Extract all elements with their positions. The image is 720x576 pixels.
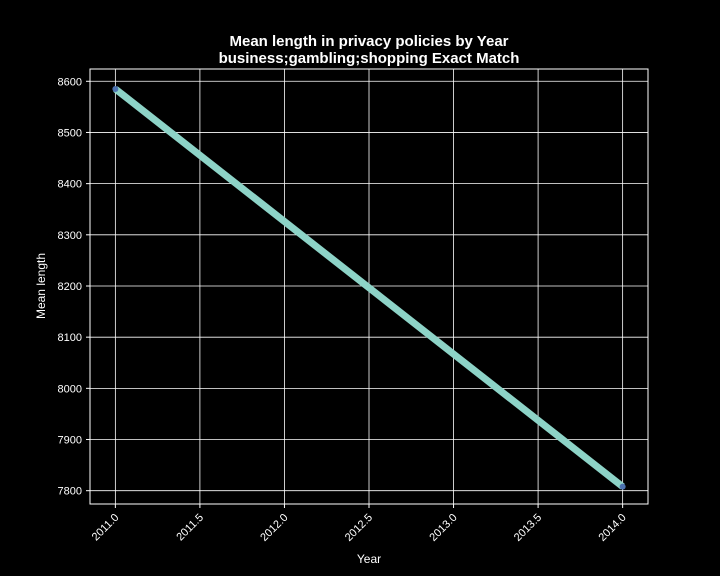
- x-tick-label: 2014.0: [596, 512, 628, 544]
- y-tick-label: 8300: [58, 230, 82, 242]
- x-tick-label: 2012.5: [343, 512, 375, 544]
- chart-title: Mean length in privacy policies by Year: [230, 33, 509, 50]
- grid: [90, 69, 648, 504]
- x-tick-label: 2012.0: [258, 512, 290, 544]
- y-tick-label: 7800: [58, 486, 82, 498]
- x-tick-label: 2011.5: [174, 512, 206, 544]
- series-group: [112, 85, 626, 490]
- x-tick-label: 2013.5: [512, 512, 544, 544]
- y-tick-label: 8400: [58, 179, 82, 191]
- data-point: [619, 483, 626, 490]
- x-axis-label: Year: [357, 552, 381, 566]
- x-tick-labels: 2011.0 2011.5 2012.0 2012.5 2013.0 2013.5 2014…: [90, 504, 629, 544]
- y-tick-label: 8600: [58, 76, 82, 88]
- y-tick-label: 7900: [58, 435, 82, 447]
- y-tick-label: 8200: [58, 281, 82, 293]
- chart-subtitle: business;gambling;shopping Exact Match: [219, 50, 520, 67]
- y-tick-labels: 7800 7900 8000 8100 8200 8300 8400 8500 8600: [58, 76, 90, 498]
- y-axis-label: Mean length: [34, 253, 48, 319]
- data-point: [112, 85, 119, 92]
- y-tick-label: 8000: [58, 383, 82, 395]
- y-tick-label: 8500: [58, 127, 82, 139]
- x-tick-label: 2011.0: [90, 512, 122, 544]
- y-tick-label: 8100: [58, 332, 82, 344]
- series-line: [113, 86, 625, 490]
- x-tick-label: 2013.0: [427, 512, 459, 544]
